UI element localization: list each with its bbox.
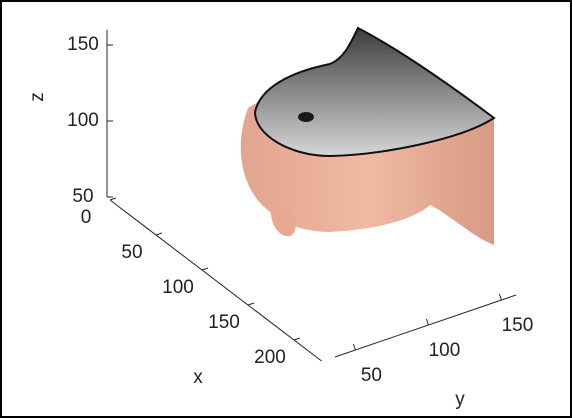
x-tick-label: 0	[81, 207, 92, 228]
y-tick-label: 100	[429, 340, 461, 361]
y-tick-label: 150	[502, 315, 534, 336]
z-axis-label: z	[27, 92, 48, 102]
x-axis-label: x	[193, 367, 203, 388]
z-tick-label: 100	[67, 110, 99, 131]
x-tick-label: 50	[121, 242, 142, 263]
y-tick-label: 50	[361, 365, 382, 386]
z-tick-label: 150	[67, 34, 99, 55]
y-axis-label: y	[455, 389, 465, 410]
x-tick-label: 150	[208, 312, 240, 333]
figure: z x y 5010015005010015020050100150	[0, 0, 572, 418]
x-tick-label: 200	[254, 347, 286, 368]
z-tick-label: 50	[72, 186, 93, 207]
x-tick-label: 100	[162, 277, 194, 298]
